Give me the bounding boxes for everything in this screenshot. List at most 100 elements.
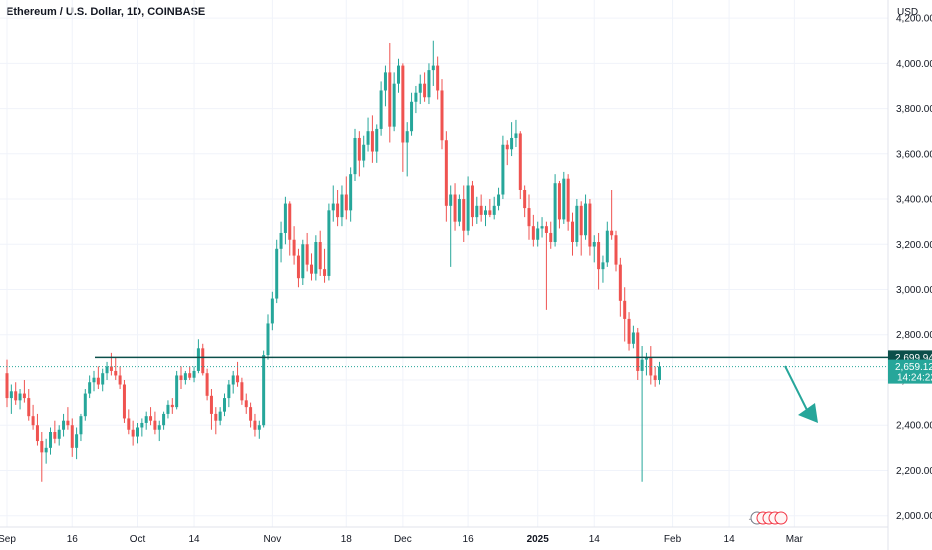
candle[interactable] bbox=[66, 407, 70, 430]
candle[interactable] bbox=[218, 407, 222, 426]
candle[interactable] bbox=[462, 185, 466, 243]
candle[interactable] bbox=[514, 119, 518, 148]
candle[interactable] bbox=[305, 232, 309, 272]
candle[interactable] bbox=[157, 420, 161, 442]
candle[interactable] bbox=[266, 314, 270, 360]
candle[interactable] bbox=[153, 411, 157, 435]
candle[interactable] bbox=[310, 253, 313, 281]
candle[interactable] bbox=[401, 63, 405, 172]
candle[interactable] bbox=[405, 122, 409, 177]
candle[interactable] bbox=[436, 56, 440, 100]
candle[interactable] bbox=[457, 194, 461, 227]
candle[interactable] bbox=[292, 226, 296, 265]
candle[interactable] bbox=[484, 205, 487, 227]
candle[interactable] bbox=[27, 389, 31, 421]
candle[interactable] bbox=[196, 339, 200, 374]
candle[interactable] bbox=[240, 377, 244, 405]
candle[interactable] bbox=[658, 361, 661, 385]
candle[interactable] bbox=[79, 413, 83, 442]
candle[interactable] bbox=[75, 427, 79, 460]
candle[interactable] bbox=[453, 183, 457, 231]
candle[interactable] bbox=[118, 366, 122, 390]
candle[interactable] bbox=[562, 171, 566, 224]
candle[interactable] bbox=[170, 398, 174, 414]
candle[interactable] bbox=[649, 346, 653, 385]
candle[interactable] bbox=[49, 427, 52, 455]
candle[interactable] bbox=[270, 291, 274, 331]
candle[interactable] bbox=[214, 407, 218, 435]
candle[interactable] bbox=[205, 368, 209, 401]
candle[interactable] bbox=[105, 361, 109, 380]
candle[interactable] bbox=[140, 418, 144, 437]
candle[interactable] bbox=[22, 379, 26, 403]
candle[interactable] bbox=[362, 135, 366, 168]
candle[interactable] bbox=[527, 194, 531, 240]
candle[interactable] bbox=[575, 199, 579, 247]
candle[interactable] bbox=[588, 199, 592, 256]
candle[interactable] bbox=[327, 203, 331, 281]
candle[interactable] bbox=[83, 389, 87, 421]
candle[interactable] bbox=[640, 346, 644, 482]
candle[interactable] bbox=[223, 393, 226, 417]
candle[interactable] bbox=[501, 135, 505, 200]
candle[interactable] bbox=[614, 230, 618, 272]
candle[interactable] bbox=[88, 375, 92, 399]
candle[interactable] bbox=[162, 411, 166, 430]
candle[interactable] bbox=[14, 382, 18, 405]
candle[interactable] bbox=[122, 379, 126, 423]
candle[interactable] bbox=[183, 370, 187, 385]
candle[interactable] bbox=[375, 124, 379, 163]
candle[interactable] bbox=[175, 370, 179, 410]
candle[interactable] bbox=[631, 325, 635, 349]
candle[interactable] bbox=[35, 413, 39, 446]
candle[interactable] bbox=[544, 221, 548, 310]
event-marker-icon[interactable] bbox=[774, 511, 788, 525]
candle[interactable] bbox=[466, 176, 470, 236]
candle[interactable] bbox=[249, 402, 253, 428]
candle[interactable] bbox=[144, 411, 148, 430]
candle[interactable] bbox=[414, 85, 418, 114]
candle[interactable] bbox=[531, 214, 535, 247]
candle[interactable] bbox=[18, 389, 22, 410]
candle[interactable] bbox=[231, 370, 235, 394]
candle[interactable] bbox=[383, 65, 387, 107]
candle[interactable] bbox=[636, 327, 640, 380]
candle[interactable] bbox=[605, 221, 609, 267]
candle[interactable] bbox=[179, 366, 183, 390]
candle[interactable] bbox=[592, 235, 596, 263]
candle[interactable] bbox=[127, 409, 131, 435]
candle[interactable] bbox=[70, 418, 74, 457]
candle[interactable] bbox=[470, 180, 474, 227]
candle[interactable] bbox=[553, 174, 557, 247]
candle[interactable] bbox=[92, 370, 96, 392]
candle[interactable] bbox=[209, 389, 213, 430]
candle[interactable] bbox=[31, 404, 35, 430]
candle[interactable] bbox=[96, 366, 100, 390]
candle[interactable] bbox=[479, 194, 483, 222]
candle[interactable] bbox=[370, 115, 374, 163]
candle[interactable] bbox=[283, 196, 287, 245]
candle[interactable] bbox=[253, 413, 257, 437]
candle[interactable] bbox=[427, 63, 431, 105]
candle[interactable] bbox=[262, 350, 266, 428]
candle[interactable] bbox=[340, 185, 344, 227]
candle[interactable] bbox=[288, 201, 292, 256]
candle[interactable] bbox=[192, 366, 196, 383]
candle[interactable] bbox=[566, 174, 570, 231]
candle[interactable] bbox=[62, 413, 66, 437]
candle[interactable] bbox=[579, 201, 583, 256]
candle[interactable] bbox=[357, 131, 361, 177]
candle[interactable] bbox=[188, 366, 192, 380]
candle[interactable] bbox=[510, 122, 514, 157]
candle[interactable] bbox=[296, 248, 300, 288]
candle[interactable] bbox=[518, 131, 522, 200]
candle[interactable] bbox=[431, 40, 435, 86]
candle[interactable] bbox=[388, 42, 392, 143]
candle[interactable] bbox=[584, 194, 588, 240]
candle[interactable] bbox=[618, 257, 622, 317]
event-markers[interactable]: + bbox=[748, 511, 788, 525]
candle[interactable] bbox=[549, 221, 553, 249]
candle[interactable] bbox=[344, 176, 348, 220]
candle[interactable] bbox=[5, 359, 9, 408]
